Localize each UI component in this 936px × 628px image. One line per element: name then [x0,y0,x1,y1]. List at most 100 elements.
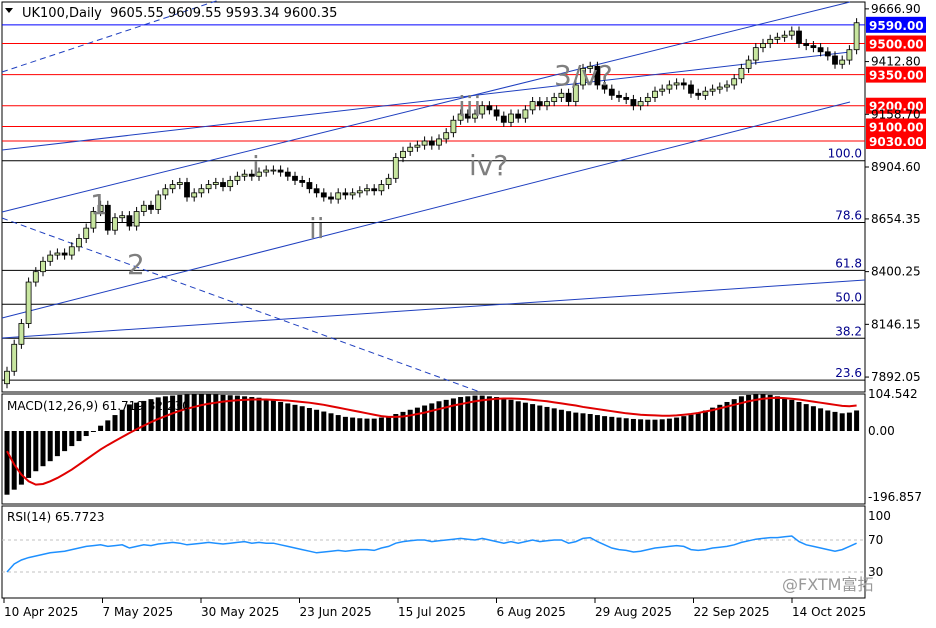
rsi-tick-label: 30 [868,565,883,579]
candle-body [810,45,817,49]
macd-bar [69,431,75,447]
candle-body [767,38,774,44]
macd-bar [774,396,780,431]
macd-bar [400,411,406,431]
macd-bar [832,411,838,431]
macd-bar [854,410,860,431]
rsi-layer [2,535,865,573]
macd-bar [62,431,68,452]
macd-bar [26,431,32,478]
macd-bar [378,417,384,431]
candle-body [400,150,406,158]
macd-tick-label: 104.542 [868,387,918,401]
candle-body [500,115,507,123]
candle-body [76,238,82,248]
candle-body [479,105,486,115]
macd-bar [263,399,269,431]
candle-body [443,132,450,140]
rsi-panel-frame [1,505,866,599]
axis-layer: 9590.00 9500.00 9350.00 9200.00 9100.009030.… [3,2,926,619]
candle-body [176,182,183,185]
price-tag [866,16,926,33]
price-tag-text: 9500.00 [869,37,924,51]
candle-body [335,192,342,200]
candle-body [11,343,18,372]
candle-body [644,97,651,102]
fib-label: 23.6 [835,366,862,380]
candle-body [716,86,723,90]
macd-bar [609,416,615,431]
candle-body [40,260,46,273]
y-tick-label: 8146.15 [871,317,921,331]
macd-bar [306,407,312,431]
macd-bar [436,401,442,431]
candle-body [774,36,781,40]
candle-body [162,188,169,196]
price-tag [866,97,926,114]
candle-body [198,188,205,194]
candle-body [616,94,622,98]
candle-body [544,101,550,107]
macd-bar [364,418,370,431]
candle-body [673,82,680,86]
macd-bar [688,414,694,431]
macd-tick-label: 0.00 [868,424,895,438]
macd-bar [249,397,255,431]
candle-body [47,254,54,262]
candle-body [457,113,464,121]
rsi-line [6,535,857,573]
macd-bar [702,410,708,431]
macd-bar [522,402,528,431]
candle-body [695,92,702,96]
fib-label: 61.8 [835,256,862,270]
macd-bar [292,404,298,431]
candle-body [436,138,442,146]
candle-body [745,59,752,69]
macd-bar [530,404,536,431]
candle-body [594,65,601,86]
dropdown-triangle-icon[interactable] [5,8,13,13]
candle-body [364,188,370,192]
candle-body [846,49,853,61]
fib-label: 38.2 [835,324,862,338]
macd-bar [33,431,39,472]
macd-bar [681,416,687,431]
watermark-logo: @FXTM富拓 [782,575,873,594]
candle-body [148,204,154,210]
wave-label-i: i [252,150,260,183]
candle-body [515,113,522,119]
macd-bar [285,403,291,431]
macd-bar [270,400,276,431]
wave-label-2: 2 [127,248,145,281]
macd-bar [206,394,212,431]
fib-label: 78.6 [835,209,862,223]
x-tick-label: 30 May 2025 [201,605,279,619]
macd-bar [760,394,766,431]
candle-body [580,67,586,86]
macd-bar [558,409,564,431]
candle-body [313,188,320,194]
candle-body [227,180,234,188]
macd-bar [544,406,550,431]
macd-bar [162,396,168,431]
macd-bar [486,396,492,431]
macd-bar [177,394,183,431]
macd-bar [90,431,96,432]
macd-bar [566,411,572,431]
x-tick-label: 22 Sep 2025 [694,605,770,619]
macd-bar [501,398,507,431]
candle-body [508,113,514,123]
candle-body [25,281,32,324]
candle-body [61,252,68,256]
macd-bar [465,396,471,431]
price-tag-text: 9030.00 [869,135,924,149]
macd-bar [40,431,46,467]
candle-body [328,196,334,200]
candle-body [205,184,212,190]
x-tick-label: 10 Apr 2025 [4,605,78,619]
candle-body [450,119,457,134]
wave-label-iv: iv? [469,149,508,182]
candle-body [472,113,478,119]
macd-bar [623,418,629,431]
